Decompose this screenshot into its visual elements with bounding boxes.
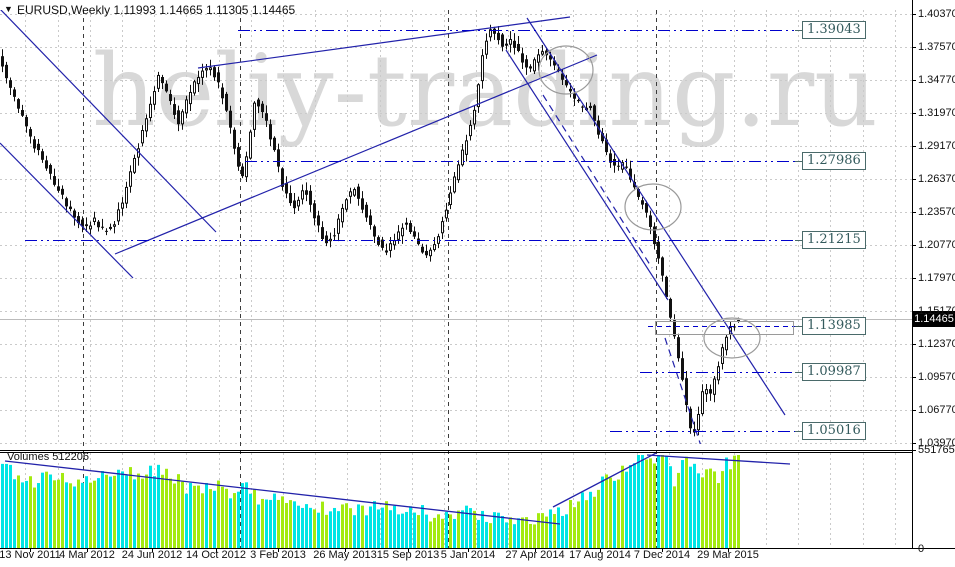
axis-ticks: [30, 14, 916, 552]
year-separator-lines: [83, 10, 657, 548]
candlesticks: [1, 24, 740, 437]
axis-frame: [0, 0, 955, 549]
highlight-box[interactable]: [655, 321, 794, 335]
volume-trendlines[interactable]: [4, 452, 791, 525]
annotation-circles[interactable]: [538, 45, 761, 359]
volume-bars: [1, 455, 740, 548]
gridlines: [0, 10, 912, 548]
level-lines[interactable]: [25, 30, 800, 432]
trendlines[interactable]: [0, 9, 786, 452]
